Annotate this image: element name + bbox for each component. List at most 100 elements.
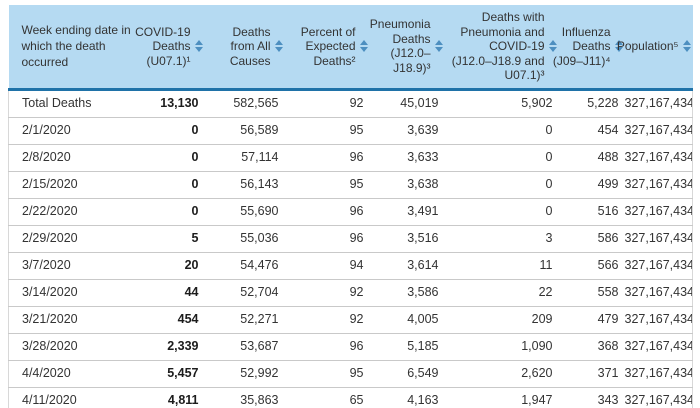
cell-pneumonia: 3,491 xyxy=(369,198,445,226)
cell-percent-expected: 96 xyxy=(284,225,370,253)
cell-covid19-deaths: 5,457 xyxy=(130,360,205,388)
cell-all-causes: 56,143 xyxy=(204,171,285,199)
cell-week-ending: 2/29/2020 xyxy=(8,225,131,253)
header-line: Percent of xyxy=(300,24,356,39)
column-header-pneumonia-covid-deaths[interactable]: Deaths with Pneumonia and COVID-19 (J12.… xyxy=(444,5,559,91)
table-row: 2/29/2020 5 55,036 96 3,516 3 586 327,16… xyxy=(8,225,693,253)
header-line: (J12.0– xyxy=(390,46,431,61)
header-line: Deaths² xyxy=(313,53,356,68)
sort-icon[interactable] xyxy=(682,40,691,53)
cell-week-ending: 2/1/2020 xyxy=(8,117,131,145)
header-line: COVID-19 xyxy=(489,39,545,53)
column-header-all-causes-deaths[interactable]: Deaths from All Causes xyxy=(204,5,285,91)
column-header-covid19-deaths[interactable]: COVID-19 Deaths (U07.1)¹ xyxy=(130,5,205,91)
sort-down-icon xyxy=(359,47,368,53)
cell-pneumonia-covid: 22 xyxy=(444,279,559,307)
cell-covid19-deaths: 0 xyxy=(130,144,205,172)
cell-pneumonia: 3,638 xyxy=(369,171,445,199)
cell-percent-expected: 96 xyxy=(284,198,370,226)
cell-covid19-deaths: 20 xyxy=(130,252,205,280)
header-line: COVID-19 xyxy=(135,24,191,39)
header-line: Week ending date in xyxy=(21,23,131,38)
header-line: Expected xyxy=(305,39,356,53)
sort-down-icon xyxy=(682,47,691,53)
header-line: Deaths with xyxy=(481,10,545,24)
cell-population: 327,167,434 xyxy=(624,360,693,388)
cell-population: 327,167,434 xyxy=(624,387,693,408)
cell-percent-expected: 96 xyxy=(284,333,370,361)
cell-influenza: 368 xyxy=(558,333,625,361)
sort-icon[interactable] xyxy=(194,40,203,53)
cell-pneumonia: 3,586 xyxy=(369,279,445,307)
cell-population: 327,167,434 xyxy=(624,89,693,118)
sort-icon[interactable] xyxy=(548,40,557,53)
sort-down-icon xyxy=(274,47,283,53)
cell-percent-expected: 92 xyxy=(284,306,370,334)
column-header-population[interactable]: Population⁵ xyxy=(617,5,693,91)
cell-percent-expected: 65 xyxy=(349,393,364,407)
cell-pneumonia: 5,185 xyxy=(369,333,445,361)
cell-all-causes: 55,036 xyxy=(204,225,285,253)
cell-population: 327,167,434 xyxy=(624,198,693,226)
header-line: Influenza xyxy=(561,24,611,39)
cell-covid19-deaths: 0 xyxy=(130,171,205,199)
table-row: 3/28/2020 2,339 53,687 96 5,185 1,090 36… xyxy=(8,333,693,361)
column-header-text: Percent of Expected Deaths² xyxy=(301,25,356,69)
cell-population: 327,167,434 xyxy=(624,171,693,199)
column-header-text: Week ending date in which the death occu… xyxy=(22,22,131,70)
cell-influenza: 371 xyxy=(558,360,625,388)
cell-all-causes: 53,687 xyxy=(204,333,285,361)
cell-pneumonia: 4,005 xyxy=(369,306,445,334)
column-header-percent-expected[interactable]: Percent of Expected Deaths² xyxy=(284,5,370,91)
cell-week-ending: 4/4/2020 xyxy=(8,360,131,388)
cell-all-causes: 54,476 xyxy=(204,252,285,280)
header-line: (J12.0–J18.9 and xyxy=(451,53,545,68)
column-header-text: Population⁵ xyxy=(617,39,679,54)
column-header-week-ending: Week ending date in which the death occu… xyxy=(8,5,131,91)
cell-pneumonia-covid: 3 xyxy=(444,225,559,253)
sort-up-icon xyxy=(548,40,557,46)
header-line: Deaths xyxy=(392,31,431,46)
cell-pneumonia-covid: 5,902 xyxy=(444,89,559,118)
cell-pneumonia-covid: 0 xyxy=(444,117,559,145)
cell-influenza: 499 xyxy=(558,171,625,199)
column-header-influenza-deaths[interactable]: Influenza Deaths (J09–J11)⁴ xyxy=(553,5,625,91)
header-line: (U07.1)¹ xyxy=(146,53,191,68)
cell-influenza: 488 xyxy=(558,144,625,172)
column-header-pneumonia-deaths[interactable]: Pneumonia Deaths (J12.0– J18.9)³ xyxy=(369,5,445,91)
sort-icon[interactable] xyxy=(614,40,623,53)
cell-percent-expected: 95 xyxy=(284,171,370,199)
cell-percent-expected: 96 xyxy=(284,144,370,172)
header-line: (J09–J11)⁴ xyxy=(552,53,611,68)
cell-influenza: 343 xyxy=(597,393,619,407)
cell-pneumonia: 3,633 xyxy=(369,144,445,172)
cell-population: 327,167,434 xyxy=(624,333,693,361)
cell-influenza: 516 xyxy=(558,198,625,226)
table-row: 3/7/2020 20 54,476 94 3,614 11 566 327,1… xyxy=(8,252,693,280)
cell-pneumonia-covid: 209 xyxy=(444,306,559,334)
table-row: 4/11/2020 4,811 35,863 65 4,163 1,947 34… xyxy=(8,387,693,408)
cell-population: 327,167,434 xyxy=(624,306,693,334)
cell-pneumonia-covid: 1,090 xyxy=(444,333,559,361)
cell-week-ending: 3/14/2020 xyxy=(8,279,131,307)
sort-icon[interactable] xyxy=(359,40,368,53)
cell-week-ending: 3/28/2020 xyxy=(8,333,131,361)
sort-icon[interactable] xyxy=(274,40,283,53)
sort-up-icon xyxy=(359,40,368,46)
cell-week-ending: 2/8/2020 xyxy=(8,144,131,172)
cell-week-ending: Total Deaths xyxy=(8,89,131,118)
cell-pneumonia-covid: 0 xyxy=(444,144,559,172)
sort-down-icon xyxy=(548,47,557,53)
sort-down-icon xyxy=(194,47,203,53)
cell-all-causes: 35,863 xyxy=(240,393,279,407)
cell-covid19-deaths: 0 xyxy=(130,117,205,145)
covid-deaths-table: Week ending date in which the death occu… xyxy=(8,5,693,408)
cell-pneumonia: 3,614 xyxy=(369,252,445,280)
cell-all-causes: 52,704 xyxy=(204,279,285,307)
cell-all-causes: 582,565 xyxy=(204,89,285,118)
cell-all-causes: 52,271 xyxy=(204,306,285,334)
cell-pneumonia: 6,549 xyxy=(369,360,445,388)
header-line: from All xyxy=(230,39,271,53)
sort-icon[interactable] xyxy=(434,40,443,53)
table-row: 2/1/2020 0 56,589 95 3,639 0 454 327,167… xyxy=(8,117,693,145)
